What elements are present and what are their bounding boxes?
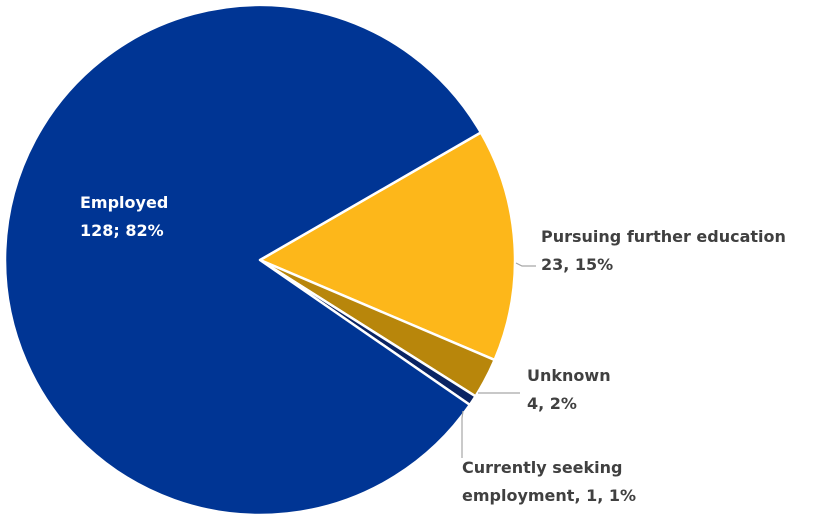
label-seeking-employment-value: employment, 1, 1% xyxy=(462,486,636,505)
label-further-education: Pursuing further education 23, 15% xyxy=(541,227,791,274)
leader-line-seeking-employment xyxy=(461,410,464,458)
leader-line-further-education xyxy=(515,262,536,267)
label-employed: Employed 128; 82% xyxy=(80,193,174,240)
label-unknown-name: Unknown xyxy=(527,366,611,385)
label-further-education-value: 23, 15% xyxy=(541,255,613,274)
pie-slice-pursuing-further-education xyxy=(258,131,517,362)
label-seeking-employment-name: Currently seeking xyxy=(462,458,622,477)
label-employed-name: Employed xyxy=(80,193,168,212)
label-unknown-value: 4, 2% xyxy=(527,394,577,413)
label-employed-value: 128; 82% xyxy=(80,221,164,240)
pie-slice-employed xyxy=(3,3,483,515)
label-unknown: Unknown 4, 2% xyxy=(527,366,616,413)
label-further-education-name: Pursuing further education xyxy=(541,227,786,246)
pie-slices xyxy=(3,3,517,515)
leader-lines xyxy=(461,262,536,458)
label-seeking-employment: Currently seeking employment, 1, 1% xyxy=(462,458,636,505)
